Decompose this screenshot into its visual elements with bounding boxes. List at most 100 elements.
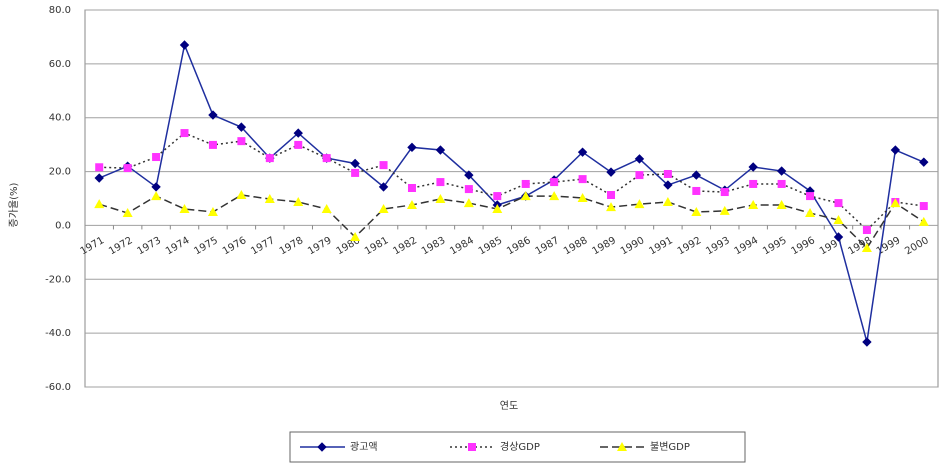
marker [350,158,360,169]
marker [407,142,417,153]
marker [776,199,787,209]
marker [406,199,417,209]
marker [207,206,218,216]
marker [776,166,787,176]
marker [379,161,388,170]
marker [691,206,702,216]
marker [748,199,759,209]
legend-label: 경상GDP [500,440,540,453]
marker [322,154,331,163]
marker [317,442,327,452]
y-tick-label: 80.0 [49,5,71,16]
legend-box [289,431,746,463]
marker [607,190,616,199]
marker [663,169,672,178]
y-tick-label: 40.0 [49,113,71,124]
marker [692,186,701,195]
marker [549,191,560,201]
marker [720,188,729,197]
marker [578,175,587,184]
plot-area [84,9,939,388]
marker [550,178,559,187]
y-tick-label: 20.0 [49,167,71,178]
marker [862,226,871,235]
y-tick-label: 0.0 [55,220,71,231]
marker [662,197,673,207]
marker [378,204,389,214]
marker [95,163,104,172]
marker [151,191,162,201]
marker [663,180,673,190]
marker [890,198,901,208]
marker [861,243,872,253]
marker [208,140,217,149]
marker [521,179,530,188]
y-tick-label: -60.0 [45,382,71,393]
marker [919,202,928,211]
marker [407,183,416,192]
marker [691,170,702,180]
marker [806,192,815,201]
marker [321,204,332,214]
marker [463,198,474,208]
marker [617,442,627,451]
marker [123,164,132,173]
marker [180,129,189,138]
legend-label: 광고액 [350,441,378,453]
marker [179,40,190,50]
marker [919,157,929,167]
marker [265,154,274,163]
marker [94,199,105,209]
marker [468,443,476,451]
marker [350,232,361,242]
marker [635,171,644,180]
marker [237,137,246,146]
marker [94,173,104,183]
marker [577,192,588,202]
marker [834,199,843,208]
marker [236,122,247,132]
marker [122,208,133,218]
marker [805,208,816,218]
y-axis-label: 증가율(%) [8,182,20,227]
marker [833,215,844,225]
series-line [98,42,925,343]
marker [294,140,303,149]
marker [606,202,617,212]
marker [890,145,901,155]
y-tick-label: -20.0 [45,274,71,285]
series-line [99,132,924,232]
marker [293,197,304,207]
series-line [98,194,925,250]
marker [464,170,474,180]
marker [151,182,161,192]
marker [378,182,389,192]
marker [634,199,645,209]
marker [492,204,503,214]
marker [862,337,872,347]
marker [634,154,645,164]
marker [719,205,730,215]
legend-label: 불변GDP [650,441,690,453]
marker [464,185,473,194]
marker [436,178,445,187]
marker [179,204,190,214]
marker [520,191,531,201]
y-tick-label: -40.0 [45,328,71,339]
marker [435,145,446,155]
marker [435,194,446,204]
y-tick-label: 60.0 [49,59,71,70]
x-axis-label: 연도 [500,400,518,412]
marker [606,167,616,177]
marker [351,168,360,177]
marker [293,128,303,138]
marker [236,189,247,199]
marker [493,192,502,201]
marker [833,232,844,242]
marker [748,162,758,172]
marker [777,179,786,188]
marker [749,179,758,188]
marker [208,110,218,120]
marker [152,153,161,162]
